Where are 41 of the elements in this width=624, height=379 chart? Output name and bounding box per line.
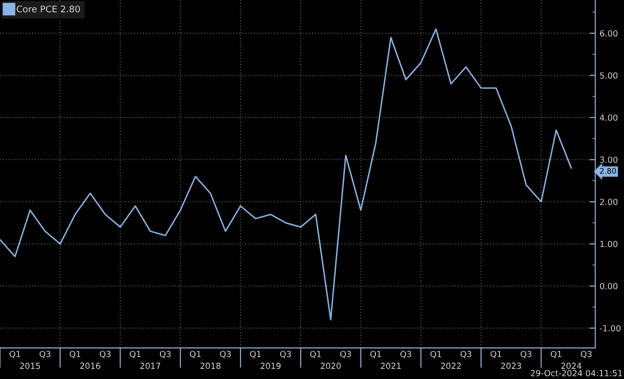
x-tick-label: Q1: [370, 350, 381, 358]
x-tick-label: Q3: [460, 350, 472, 358]
x-tick-label: Q3: [40, 350, 50, 358]
x-tick-label: Q1: [70, 350, 80, 358]
x-tick-label: Q1: [190, 350, 201, 358]
x-tick-label: 2018: [200, 362, 220, 369]
x-tick-label: Q3: [220, 350, 231, 358]
x-tick-label: Q3: [520, 350, 532, 358]
x-tick-label: 2020: [320, 362, 341, 369]
y-tick-label: 5.00: [600, 72, 618, 79]
x-tick-label: 2017: [140, 362, 160, 369]
x-tick-label: 2023: [501, 362, 522, 369]
x-tick-label: 2021: [380, 362, 401, 369]
text: 29-Oct-2024 04:11:51: [530, 370, 622, 376]
x-tick-label: 2022: [440, 362, 461, 369]
x-tick-label: Q1: [490, 350, 502, 358]
x-tick-label: Q3: [340, 350, 352, 358]
x-tick-label: Q3: [400, 350, 412, 358]
x-tick-label: 2015: [20, 362, 40, 369]
y-tick-label: 6.00: [600, 30, 618, 37]
x-tick-label: Q1: [250, 350, 261, 358]
x-tick-label: Q1: [130, 350, 140, 358]
x-tick-label: Q1: [430, 350, 442, 358]
y-tick-label: 1.00: [600, 240, 618, 248]
x-tick-label: Q3: [160, 350, 171, 358]
legend-label: Core PCE 2.80: [16, 6, 80, 12]
y-tick-label: -1.00: [600, 325, 620, 332]
x-tick-label: Q1: [10, 350, 20, 358]
x-tick-label: 2024: [561, 362, 582, 369]
x-tick-label: Q1: [550, 350, 562, 358]
x-tick-label: Q1: [310, 350, 321, 358]
y-tick-label: 3.00: [600, 156, 618, 163]
x-tick-label: Q3: [100, 350, 110, 358]
x-tick-label: 2016: [80, 362, 100, 369]
y-tick-label: 2.00: [600, 198, 618, 206]
y-tick-label: 0.00: [600, 282, 618, 290]
x-tick-label: Q3: [580, 350, 592, 358]
x-tick-label: 2019: [260, 362, 281, 369]
y-tick-label: 4.00: [600, 114, 618, 121]
x-tick-label: Q3: [280, 350, 291, 358]
line-series: [0, 28, 572, 320]
